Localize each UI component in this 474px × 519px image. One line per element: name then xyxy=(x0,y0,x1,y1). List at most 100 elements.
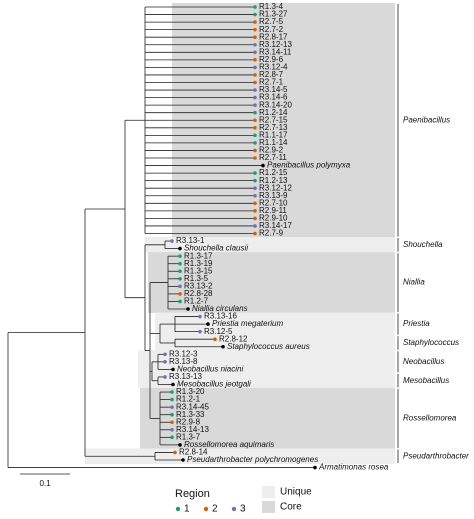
clade-name: Rossellomorea xyxy=(403,414,457,423)
tip-dot xyxy=(253,110,257,115)
tip-dot xyxy=(178,292,182,296)
legend-box xyxy=(262,501,275,513)
legend-title: Region xyxy=(175,488,210,500)
tip-dot xyxy=(178,284,182,289)
tip-dot xyxy=(171,367,175,372)
leaf-label: R3.14-5 xyxy=(259,85,288,94)
scale-label: 0.1 xyxy=(39,479,51,488)
tip-dot xyxy=(253,148,257,153)
leaf-label: R1.2-7 xyxy=(184,297,209,306)
tip-dot xyxy=(170,420,174,425)
tip-dot xyxy=(178,246,182,251)
leaf-label: R2.9-8 xyxy=(176,417,201,426)
legend-box xyxy=(262,486,275,498)
clade-name: Mesobacillus xyxy=(403,376,449,385)
leaf-label: R1.3-7 xyxy=(176,432,201,441)
tip-dot xyxy=(170,435,174,440)
tip-dot xyxy=(253,95,257,100)
leaf-label: R3.12-3 xyxy=(169,349,198,358)
tip-dot xyxy=(313,465,317,470)
leaf-label: R3.13-1 xyxy=(176,236,205,245)
leaf-label: R3.13-16 xyxy=(204,312,237,321)
leaf-label: R1.2-14 xyxy=(259,108,288,117)
clade-name: Staphylococcus xyxy=(403,338,459,347)
leaf-label: R1.3-4 xyxy=(259,2,284,11)
tip-dot xyxy=(170,397,174,402)
leaf-label: R3.13-13 xyxy=(169,372,202,381)
leaf-label: R2.7-1 xyxy=(259,78,284,87)
leaf-label: R3.14-20 xyxy=(259,100,292,109)
tip-dot xyxy=(253,35,257,39)
tip-dot xyxy=(163,352,167,357)
tip-dot xyxy=(173,450,177,455)
tip-dot xyxy=(253,88,257,92)
tip-dot xyxy=(206,322,210,326)
tip-dot xyxy=(253,156,257,160)
tip-dot xyxy=(178,269,182,274)
clade-box xyxy=(138,372,395,389)
leaf-label: R3.14-6 xyxy=(259,93,288,102)
tip-dot xyxy=(178,261,182,266)
clade-boxes xyxy=(85,3,395,464)
leaf-label: R2.7-5 xyxy=(259,17,284,26)
tip-dot xyxy=(163,375,167,379)
leaf-label: R1.2-1 xyxy=(176,395,201,404)
leaf-label: R3.14-17 xyxy=(259,221,292,230)
tip-dot xyxy=(178,254,182,258)
leaf-label: R3.12-4 xyxy=(259,63,288,72)
tip-dot xyxy=(178,299,182,304)
tip-dot xyxy=(170,412,174,417)
tip-dot xyxy=(253,80,257,85)
leaf-label: R2.9-2 xyxy=(259,146,284,155)
legend-item: 1 xyxy=(184,504,190,515)
tip-dot xyxy=(253,118,257,123)
tip-dot xyxy=(253,201,257,206)
leaf-label: Priestia megaterium xyxy=(212,319,283,328)
leaf-label: R1.3-33 xyxy=(176,410,205,419)
leaf-label: R3.14-13 xyxy=(176,425,209,434)
leaf-label: R1.3-19 xyxy=(184,259,213,268)
leaf-label: R2.7-15 xyxy=(259,115,288,124)
clade-box xyxy=(138,350,395,374)
legend-box-label: Unique xyxy=(280,487,312,498)
tip-dot xyxy=(253,186,257,190)
clade-name: Pseudarthrobacter xyxy=(403,451,469,460)
tip-dot xyxy=(253,171,257,175)
leaf-label: R3.13-9 xyxy=(259,191,288,200)
clade-name: Neobacillus xyxy=(403,357,444,366)
leaf-label: R1.2-13 xyxy=(259,176,288,185)
tip-dot xyxy=(253,133,257,138)
leaf-label: R2.9-6 xyxy=(259,55,284,64)
leaf-label: R3.13-8 xyxy=(169,357,198,366)
tip-dot xyxy=(253,141,257,145)
leaf-label: Pseudarthrobacter polychromogenes xyxy=(187,455,318,464)
legend-item: 2 xyxy=(212,504,218,515)
tip-dot xyxy=(253,42,257,47)
tip-dot xyxy=(253,50,257,55)
leaf-label: R2.7-10 xyxy=(259,198,288,207)
leaf-label: R3.14-11 xyxy=(259,47,292,56)
legend-dot xyxy=(203,506,209,512)
legend-box-label: Core xyxy=(280,502,302,513)
clade-name: Niallia xyxy=(403,278,425,287)
leaf-label: R2.7-13 xyxy=(259,123,288,132)
clade-box xyxy=(155,312,395,336)
tip-dot xyxy=(170,390,174,394)
leaf-label: R2.8-28 xyxy=(184,289,213,298)
legend-dot xyxy=(175,506,181,512)
leaf-label: R3.12-5 xyxy=(204,327,233,336)
leaf-label: R3.12-13 xyxy=(259,40,292,49)
tip-dot xyxy=(186,307,190,311)
clade-box xyxy=(145,237,395,253)
leaf-label: R2.9-11 xyxy=(259,206,287,215)
leaf-label: R2.8-17 xyxy=(259,32,288,41)
leaf-label: R2.8-7 xyxy=(259,70,284,79)
clade-box xyxy=(140,388,395,449)
leaf-label: Niallia circulans xyxy=(192,304,248,313)
tip-dot xyxy=(221,344,225,349)
leaf-label: R1.3-5 xyxy=(184,274,209,283)
leaf-label: Shouchella clausii xyxy=(184,244,248,253)
tip-dot xyxy=(253,103,257,107)
tip-dot xyxy=(163,360,167,364)
